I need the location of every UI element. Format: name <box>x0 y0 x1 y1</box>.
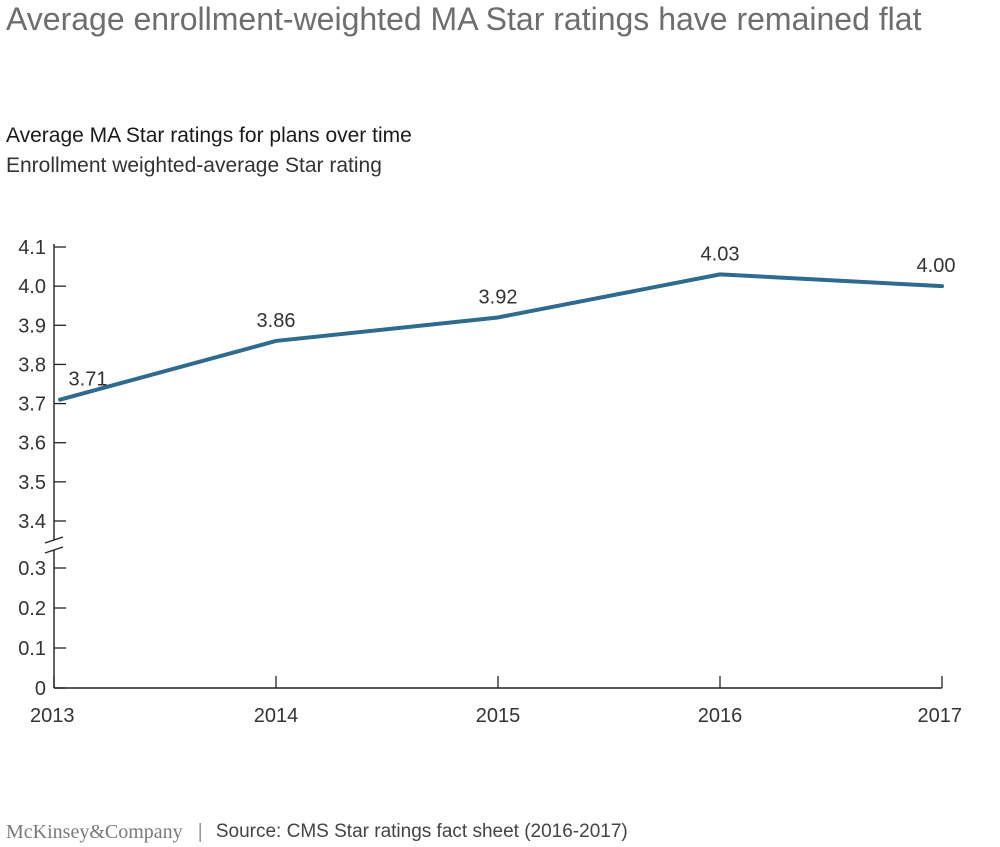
chart-ticks: 3.4 3.5 3.6 3.7 3.8 3.9 4.0 4.1 0 0.1 0.2 0.3 2013 20… <box>18 237 962 727</box>
x-tick-label: 2015 <box>476 705 521 727</box>
data-label: 4.00 <box>917 255 956 277</box>
chart-data-labels: 3.71 3.86 3.92 4.03 4.00 <box>69 243 956 390</box>
brand-logo: McKinsey&Company <box>6 820 183 843</box>
footer: McKinsey&Company | Source: CMS Star rati… <box>6 818 628 846</box>
data-label: 3.71 <box>69 369 108 391</box>
y-tick-label: 0.2 <box>18 598 46 620</box>
y-tick-label: 3.9 <box>18 315 46 337</box>
axis-break-mark <box>44 546 64 554</box>
x-tick-label: 2013 <box>30 705 75 727</box>
y-tick-label: 3.8 <box>18 354 46 376</box>
source-note: Source: CMS Star ratings fact sheet (201… <box>215 821 628 842</box>
y-tick-label: 0.1 <box>18 638 46 660</box>
y-tick-label: 0 <box>35 678 46 700</box>
axis-break-mark <box>44 536 64 544</box>
data-label: 3.92 <box>479 286 518 308</box>
y-tick-label: 4.1 <box>18 237 46 259</box>
line-chart: 3.4 3.5 3.6 3.7 3.8 3.9 4.0 4.1 0 0.1 0.2 0.3 2013 20… <box>18 237 962 727</box>
y-tick-label: 3.4 <box>18 511 46 533</box>
x-tick-label: 2016 <box>698 705 743 727</box>
footer-separator: | <box>197 820 203 843</box>
chart-series <box>58 272 944 402</box>
y-tick-label: 0.3 <box>18 558 46 580</box>
y-tick-label: 3.6 <box>18 433 46 455</box>
chart-unit-label: Enrollment weighted-average Star rating <box>6 154 382 177</box>
series-line <box>58 272 944 402</box>
x-tick-label: 2017 <box>918 705 963 727</box>
data-label: 4.03 <box>701 243 740 265</box>
chart-subtitle: Average MA Star ratings for plans over t… <box>6 124 412 147</box>
chart-axes <box>44 244 942 689</box>
page-title: Average enrollment-weighted MA Star rati… <box>6 1 922 37</box>
y-tick-label: 4.0 <box>18 276 46 298</box>
data-label: 3.86 <box>257 310 296 332</box>
y-tick-label: 3.5 <box>18 472 46 494</box>
x-tick-label: 2014 <box>254 705 299 727</box>
y-tick-label: 3.7 <box>18 394 46 416</box>
